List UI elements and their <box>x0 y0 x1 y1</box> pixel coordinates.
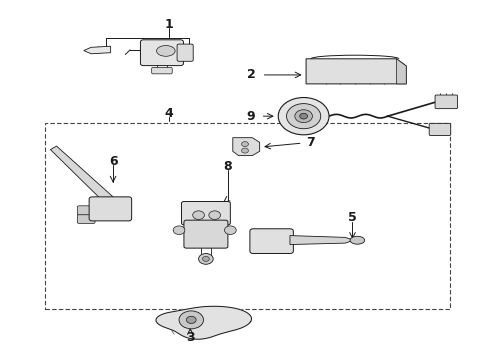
Circle shape <box>186 316 196 323</box>
Polygon shape <box>290 235 354 244</box>
Polygon shape <box>306 59 406 84</box>
Circle shape <box>278 98 329 135</box>
Circle shape <box>295 110 313 123</box>
Circle shape <box>224 226 236 234</box>
FancyBboxPatch shape <box>250 229 294 253</box>
Text: 3: 3 <box>186 330 195 343</box>
Ellipse shape <box>157 45 175 56</box>
Ellipse shape <box>350 236 365 244</box>
Circle shape <box>198 253 213 264</box>
Circle shape <box>193 211 204 220</box>
FancyBboxPatch shape <box>77 215 95 224</box>
FancyBboxPatch shape <box>181 202 230 225</box>
Text: 7: 7 <box>307 136 316 149</box>
Circle shape <box>209 211 221 220</box>
Text: 8: 8 <box>223 160 232 173</box>
Circle shape <box>287 104 321 129</box>
FancyBboxPatch shape <box>141 40 183 66</box>
Bar <box>45 123 450 309</box>
FancyBboxPatch shape <box>435 95 458 109</box>
Circle shape <box>242 148 248 153</box>
Circle shape <box>300 113 308 119</box>
Polygon shape <box>84 46 111 54</box>
Polygon shape <box>156 306 251 339</box>
Circle shape <box>242 141 248 147</box>
Text: 2: 2 <box>247 68 256 81</box>
Text: 9: 9 <box>246 110 255 123</box>
Circle shape <box>173 226 185 234</box>
Circle shape <box>202 256 209 261</box>
FancyBboxPatch shape <box>77 206 95 215</box>
Polygon shape <box>50 146 115 204</box>
Text: 5: 5 <box>348 211 357 224</box>
Text: 6: 6 <box>109 155 118 168</box>
FancyBboxPatch shape <box>177 44 193 61</box>
Polygon shape <box>396 59 406 84</box>
Text: 1: 1 <box>165 18 173 31</box>
FancyBboxPatch shape <box>429 123 451 135</box>
Polygon shape <box>233 138 260 156</box>
FancyBboxPatch shape <box>89 197 132 221</box>
Circle shape <box>179 311 203 329</box>
FancyBboxPatch shape <box>184 220 228 248</box>
Text: 4: 4 <box>165 107 173 120</box>
FancyBboxPatch shape <box>152 67 172 74</box>
